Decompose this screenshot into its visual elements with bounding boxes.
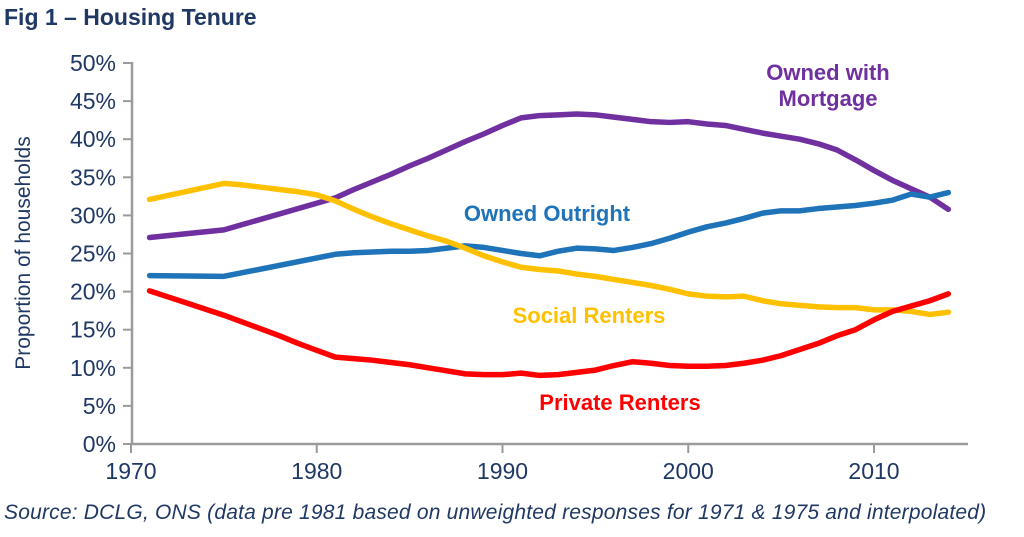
y-tick-label: 25% bbox=[70, 241, 116, 267]
y-tick-label: 0% bbox=[83, 431, 116, 457]
y-tick-label: 10% bbox=[70, 355, 116, 381]
series-line-owned-with-mortgage bbox=[146, 111, 952, 241]
series-label-owned-with-mortgage: Owned with Mortgage bbox=[766, 60, 889, 111]
y-tick-label: 45% bbox=[70, 88, 116, 114]
series-label-social-renters: Social Renters bbox=[513, 303, 666, 328]
figure-title: Fig 1 – Housing Tenure bbox=[4, 4, 257, 30]
series-line-owned-outright bbox=[146, 189, 952, 280]
y-tick-label: 15% bbox=[70, 317, 116, 343]
x-tick-label: 2000 bbox=[663, 458, 714, 484]
y-tick-label: 35% bbox=[70, 164, 116, 190]
y-tick-label: 20% bbox=[70, 279, 116, 305]
series-line-social-renters bbox=[146, 180, 952, 318]
x-tick-label: 1980 bbox=[291, 458, 342, 484]
y-tick-label: 30% bbox=[70, 202, 116, 228]
x-tick-label: 1990 bbox=[477, 458, 528, 484]
x-tick-label: 2010 bbox=[848, 458, 899, 484]
series-label-owned-outright: Owned Outright bbox=[464, 201, 631, 226]
housing-tenure-line-chart: 0% 5% 10% 15% 20% 25% 30% 35% 40% 45% 50% 1970 1980 1… bbox=[12, 50, 968, 484]
y-axis-title: Proportion of households bbox=[12, 136, 35, 370]
y-tick-label: 40% bbox=[70, 126, 116, 152]
y-tick-label: 5% bbox=[83, 393, 116, 419]
y-tick-label: 50% bbox=[70, 50, 116, 76]
x-tick-label: 1970 bbox=[105, 458, 156, 484]
series-label-private-renters: Private Renters bbox=[539, 390, 700, 415]
source-note: Source: DCLG, ONS (data pre 1981 based o… bbox=[4, 501, 987, 524]
series-line-private-renters bbox=[146, 288, 952, 379]
